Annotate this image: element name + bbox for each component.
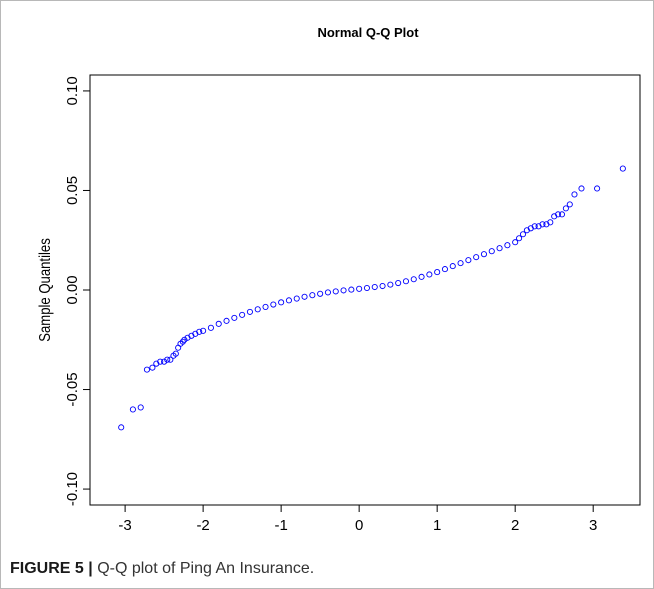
- data-point: [181, 336, 188, 343]
- data-point: [262, 303, 269, 310]
- caption-text: Q-Q plot of Ping An Insurance.: [97, 560, 315, 577]
- data-point: [457, 260, 464, 267]
- data-point: [387, 281, 394, 288]
- data-point: [504, 242, 511, 249]
- data-point: [161, 358, 168, 365]
- plot-area: -3 -2 -1 0 1 2 3 -0.10 -0.05 0.00 0.05 0.10: [64, 74, 641, 534]
- data-point: [137, 404, 144, 411]
- data-point: [223, 317, 230, 324]
- y-tick-label: 0.00: [64, 275, 81, 304]
- data-point: [157, 358, 164, 365]
- data-point: [402, 278, 410, 285]
- y-tick-label: -0.10: [64, 472, 81, 506]
- y-tick-label: 0.10: [64, 76, 81, 105]
- data-point: [348, 286, 355, 293]
- data-point: [465, 257, 472, 264]
- data-point: [578, 185, 585, 192]
- data-point: [418, 273, 425, 280]
- data-point: [594, 185, 601, 192]
- data-point: [473, 254, 480, 261]
- data-point: [164, 356, 171, 363]
- x-tick-label: -2: [196, 517, 209, 534]
- data-point: [566, 201, 573, 208]
- data-point: [129, 406, 136, 413]
- data-point: [488, 248, 495, 255]
- data-point: [143, 366, 151, 373]
- figure-caption: FIGURE 5 | Q-Q plot of Ping An Insurance…: [10, 560, 314, 578]
- x-tick-label: -3: [118, 517, 131, 534]
- data-point: [254, 306, 261, 313]
- data-point: [519, 231, 527, 238]
- data-point: [149, 364, 156, 371]
- data-point: [356, 285, 363, 292]
- data-point: [332, 288, 339, 295]
- data-point: [619, 165, 626, 172]
- data-point: [496, 245, 503, 252]
- data-point: [293, 295, 300, 302]
- data-point: [547, 219, 554, 226]
- data-point: [285, 297, 292, 304]
- data-point: [363, 284, 371, 292]
- data-point: [301, 293, 308, 300]
- data-point: [371, 283, 378, 291]
- data-point: [207, 324, 214, 331]
- data-point: [118, 424, 125, 431]
- data-point: [309, 292, 316, 299]
- data-point: [480, 251, 488, 258]
- x-tick-label: 1: [433, 517, 441, 534]
- data-point: [571, 191, 578, 198]
- data-point: [270, 301, 277, 308]
- data-point: [215, 320, 222, 327]
- caption-separator: |: [88, 560, 93, 577]
- data-point: [512, 239, 519, 246]
- data-point: [434, 269, 441, 276]
- y-axis-label: Sample Quantiles: [37, 238, 54, 342]
- data-point: [395, 279, 402, 287]
- figure-label: FIGURE 5: [10, 560, 84, 577]
- data-point: [539, 221, 546, 228]
- data-point: [239, 311, 246, 318]
- data-point: [167, 356, 174, 363]
- data-point: [200, 327, 207, 334]
- data-point: [441, 266, 449, 273]
- data-point: [426, 271, 433, 278]
- y-tick-label: 0.05: [64, 176, 81, 205]
- data-point: [340, 287, 347, 294]
- data-point: [558, 211, 566, 218]
- x-tick-label: 2: [511, 517, 519, 534]
- data-point: [324, 289, 331, 296]
- data-point: [531, 223, 538, 230]
- x-tick-label: 3: [589, 517, 597, 534]
- x-tick-label: -1: [274, 517, 287, 534]
- data-point: [562, 205, 569, 212]
- data-point: [317, 290, 324, 297]
- data-point: [410, 276, 417, 283]
- data-point: [516, 235, 523, 242]
- data-point: [231, 314, 238, 321]
- data-point: [379, 282, 386, 290]
- data-point: [246, 308, 253, 315]
- data-point: [449, 263, 456, 270]
- y-tick-label: -0.05: [64, 372, 81, 406]
- x-tick-label: 0: [355, 517, 363, 534]
- data-point: [555, 211, 562, 218]
- data-point: [196, 328, 203, 335]
- data-point: [278, 299, 285, 306]
- chart-title: Normal Q-Q Plot: [317, 25, 419, 40]
- data-point: [172, 350, 179, 357]
- qq-plot: Normal Q-Q Plot Sample Quantiles -3 -2 -1 0…: [37, 25, 641, 534]
